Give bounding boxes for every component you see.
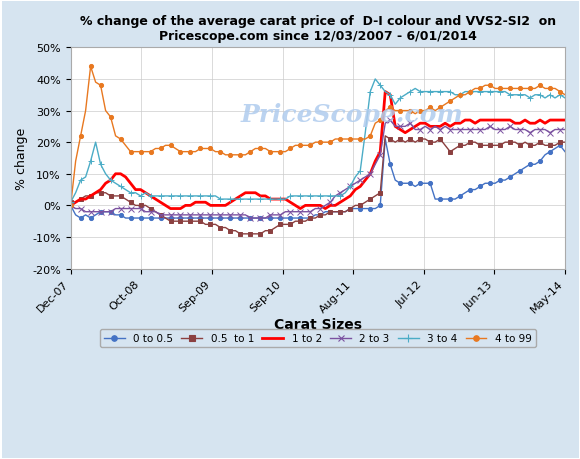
Y-axis label: % change: % change: [15, 128, 28, 190]
Title: % change of the average carat price of  D-I colour and VVS2-SI2  on
Pricescope.c: % change of the average carat price of D…: [80, 15, 556, 43]
Legend: 0 to 0.5, 0.5  to 1, 1 to 2, 2 to 3, 3 to 4, 4 to 99: 0 to 0.5, 0.5 to 1, 1 to 2, 2 to 3, 3 to…: [100, 330, 536, 348]
X-axis label: Carat Sizes: Carat Sizes: [274, 318, 362, 331]
Text: PriceScope.com: PriceScope.com: [241, 102, 464, 126]
